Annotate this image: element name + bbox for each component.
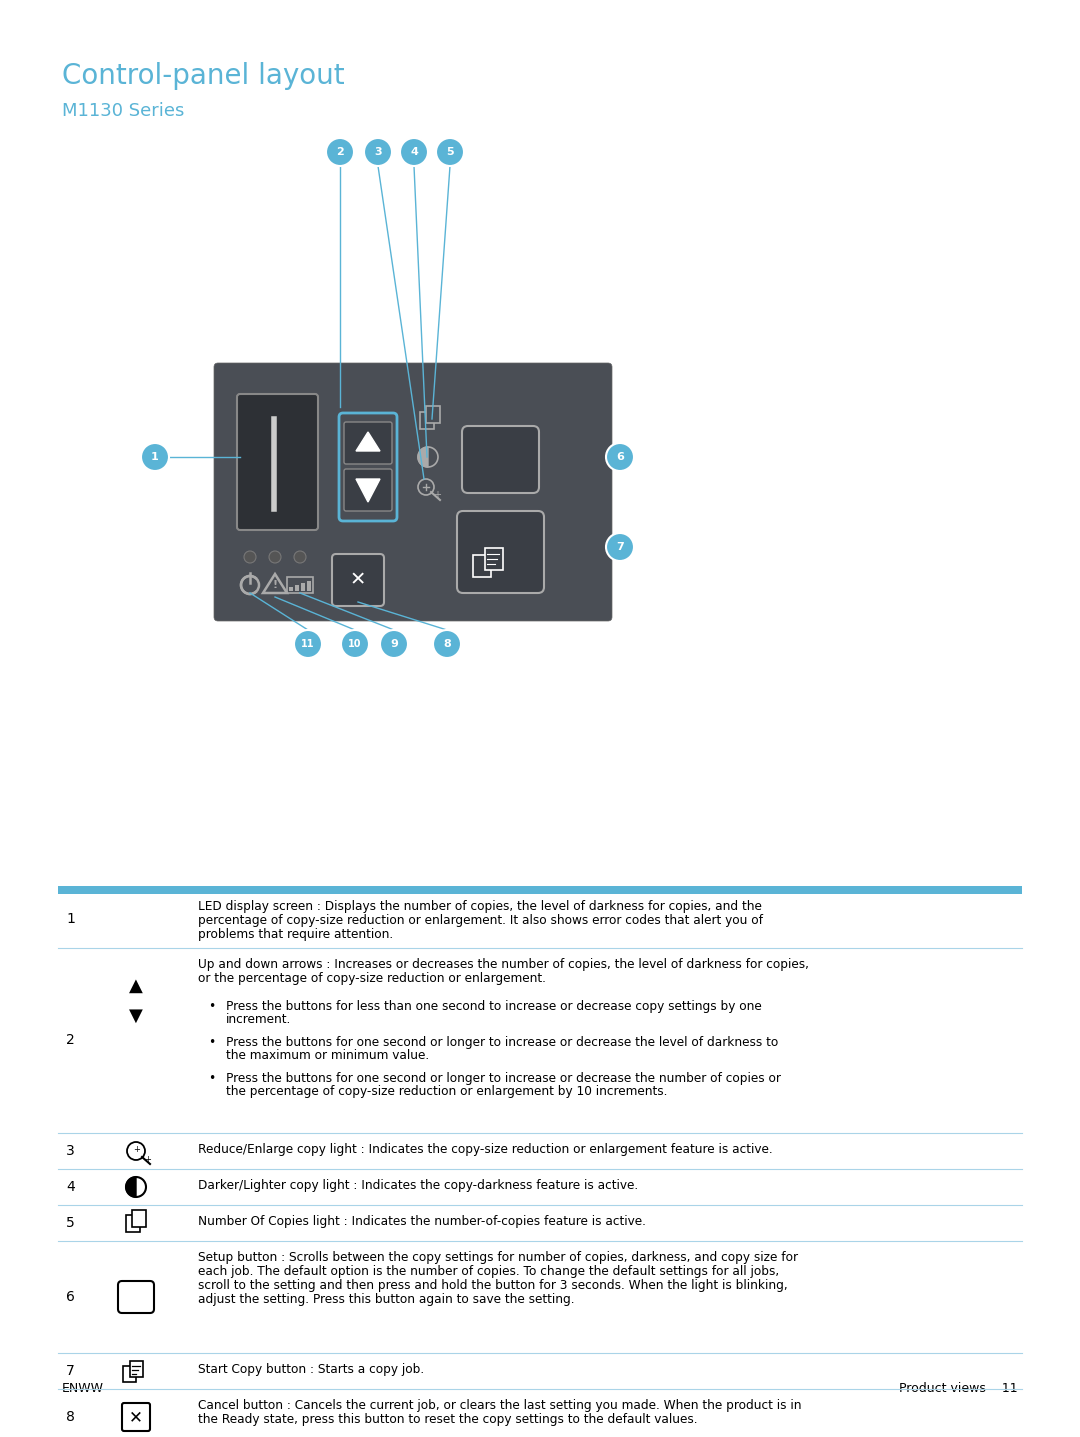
Text: M1130 Series: M1130 Series: [62, 102, 185, 121]
Text: increment.: increment.: [226, 1013, 292, 1026]
Text: 3: 3: [66, 1144, 75, 1158]
Text: percentage of copy-size reduction or enlargement. It also shows error codes that: percentage of copy-size reduction or enl…: [198, 914, 762, 927]
FancyBboxPatch shape: [345, 422, 392, 464]
Text: adjust the setting. Press this button again to save the setting.: adjust the setting. Press this button ag…: [198, 1293, 575, 1306]
FancyBboxPatch shape: [345, 468, 392, 512]
Text: Press the buttons for one second or longer to increase or decrease the level of : Press the buttons for one second or long…: [226, 1036, 779, 1049]
Bar: [301, 583, 305, 591]
Text: or the percentage of copy-size reduction or enlargement.: or the percentage of copy-size reduction…: [198, 971, 545, 984]
Text: 9: 9: [390, 639, 397, 650]
Text: 7: 7: [616, 542, 624, 552]
Text: Darker/Lighter copy light : Indicates the copy-darkness feature is active.: Darker/Lighter copy light : Indicates th…: [198, 1178, 638, 1193]
Text: +: +: [134, 1145, 140, 1154]
Text: Up and down arrows : Increases or decreases the number of copies, the level of d: Up and down arrows : Increases or decrea…: [198, 958, 809, 971]
Text: 5: 5: [66, 1216, 75, 1230]
FancyBboxPatch shape: [132, 1210, 146, 1227]
Bar: [307, 581, 311, 591]
Text: 5: 5: [446, 147, 454, 157]
Text: Product views    11: Product views 11: [900, 1382, 1018, 1395]
Text: ✕: ✕: [130, 1408, 143, 1426]
Text: 11: 11: [301, 639, 314, 650]
Text: Reduce/Enlarge copy light : Indicates the copy-size reduction or enlargement fea: Reduce/Enlarge copy light : Indicates th…: [198, 1142, 772, 1155]
FancyBboxPatch shape: [332, 555, 384, 606]
Circle shape: [326, 138, 354, 167]
Text: Press the buttons for one second or longer to increase or decrease the number of: Press the buttons for one second or long…: [226, 1072, 781, 1085]
Circle shape: [606, 443, 634, 471]
Text: problems that require attention.: problems that require attention.: [198, 928, 393, 941]
Circle shape: [294, 629, 322, 658]
Polygon shape: [418, 447, 428, 467]
FancyBboxPatch shape: [214, 364, 612, 621]
Circle shape: [400, 138, 428, 167]
FancyBboxPatch shape: [457, 512, 544, 593]
FancyBboxPatch shape: [426, 407, 440, 422]
Text: •: •: [208, 1000, 216, 1013]
Text: the Ready state, press this button to reset the copy settings to the default val: the Ready state, press this button to re…: [198, 1413, 698, 1426]
Circle shape: [606, 533, 634, 560]
Text: Cancel button : Cancels the current job, or clears the last setting you made. Wh: Cancel button : Cancels the current job,…: [198, 1400, 801, 1413]
Text: ▲: ▲: [130, 977, 143, 994]
FancyBboxPatch shape: [130, 1361, 143, 1377]
Circle shape: [436, 138, 464, 167]
Text: the percentage of copy-size reduction or enlargement by 10 increments.: the percentage of copy-size reduction or…: [226, 1085, 667, 1098]
Text: 6: 6: [616, 453, 624, 463]
Text: 1: 1: [66, 912, 75, 925]
Text: 1: 1: [151, 453, 159, 463]
Text: scroll to the setting and then press and hold the button for 3 seconds. When the: scroll to the setting and then press and…: [198, 1279, 787, 1292]
FancyBboxPatch shape: [485, 547, 503, 570]
Text: ENWW: ENWW: [62, 1382, 104, 1395]
Circle shape: [141, 443, 168, 471]
Text: LED display screen : Displays the number of copies, the level of darkness for co: LED display screen : Displays the number…: [198, 900, 761, 912]
Circle shape: [341, 629, 369, 658]
Bar: [58, 887, 1022, 894]
Circle shape: [269, 550, 281, 563]
Text: the maximum or minimum value.: the maximum or minimum value.: [226, 1049, 429, 1062]
Text: ✕: ✕: [350, 570, 366, 589]
Text: Number Of Copies light : Indicates the number-of-copies feature is active.: Number Of Copies light : Indicates the n…: [198, 1216, 646, 1229]
FancyBboxPatch shape: [237, 394, 318, 530]
Text: 7: 7: [66, 1364, 75, 1378]
Bar: [289, 586, 293, 591]
Text: 2: 2: [336, 147, 343, 157]
Text: 8: 8: [443, 639, 450, 650]
Text: 8: 8: [66, 1410, 75, 1424]
Text: Control-panel layout: Control-panel layout: [62, 62, 345, 91]
Text: 3: 3: [374, 147, 382, 157]
Polygon shape: [356, 433, 380, 451]
Circle shape: [433, 629, 461, 658]
FancyBboxPatch shape: [118, 1280, 154, 1313]
Text: •: •: [208, 1072, 216, 1085]
Text: +: +: [433, 490, 441, 500]
Polygon shape: [356, 479, 380, 502]
Text: Start Copy button : Starts a copy job.: Start Copy button : Starts a copy job.: [198, 1364, 424, 1377]
FancyBboxPatch shape: [339, 412, 397, 522]
Text: 4: 4: [66, 1180, 75, 1194]
Circle shape: [380, 629, 408, 658]
Text: +: +: [145, 1155, 151, 1164]
Text: ▼: ▼: [130, 1007, 143, 1025]
Bar: [295, 585, 299, 591]
Text: 4: 4: [410, 147, 418, 157]
Text: !: !: [272, 581, 278, 591]
Circle shape: [364, 138, 392, 167]
Polygon shape: [126, 1177, 136, 1197]
Text: Setup button : Scrolls between the copy settings for number of copies, darkness,: Setup button : Scrolls between the copy …: [198, 1252, 798, 1265]
Circle shape: [294, 550, 306, 563]
Text: 6: 6: [66, 1290, 75, 1303]
Text: Press the buttons for less than one second to increase or decrease copy settings: Press the buttons for less than one seco…: [226, 1000, 761, 1013]
Text: 10: 10: [348, 639, 362, 650]
Text: 2: 2: [66, 1033, 75, 1048]
FancyBboxPatch shape: [462, 425, 539, 493]
Text: •: •: [208, 1036, 216, 1049]
Text: each job. The default option is the number of copies. To change the default sett: each job. The default option is the numb…: [198, 1265, 779, 1277]
Circle shape: [244, 550, 256, 563]
